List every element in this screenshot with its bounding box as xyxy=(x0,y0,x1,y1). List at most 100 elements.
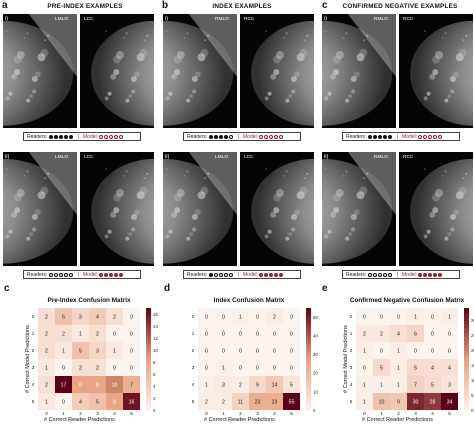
heatmap-cell-value: 0 xyxy=(256,349,259,355)
heatmap-cell-value: 34 xyxy=(447,400,453,406)
view-label: RMLO xyxy=(215,17,229,22)
heatmap-cell xyxy=(232,325,249,342)
heatmap-cell xyxy=(215,308,232,325)
heatmap-cell-value: 0 xyxy=(130,366,133,372)
heatmap-cell-value: 0 xyxy=(273,349,276,355)
reader-dot xyxy=(377,134,382,139)
heatmap-cell-value: 11 xyxy=(238,400,243,406)
model-dot xyxy=(109,272,114,277)
heatmap-cell xyxy=(373,325,390,342)
colorbar-tick: 15 xyxy=(471,363,474,368)
mammogram-image-c-1-1: RCC xyxy=(399,152,473,266)
heatmap-cell xyxy=(123,308,140,325)
model-dot xyxy=(274,272,279,277)
heatmap-cell-value: 0 xyxy=(397,315,400,321)
reader-dot xyxy=(218,272,223,277)
panel-label-b: b xyxy=(162,0,169,11)
heatmap-cell xyxy=(266,342,283,359)
heatmap-cell xyxy=(38,376,55,393)
heatmap-cell-value: 2 xyxy=(45,315,48,321)
heatmap-cell-value: 0 xyxy=(239,332,242,338)
reader-dot xyxy=(48,134,53,139)
readers-label: Readers: xyxy=(187,133,208,140)
reader-dot xyxy=(377,272,382,277)
heatmap-cell xyxy=(407,342,424,359)
colorbar-tick: 0 xyxy=(471,408,474,412)
readers-label: Readers: xyxy=(27,271,48,278)
mammogram-image-a-0-1: LCC xyxy=(80,14,154,128)
heatmap-cell-value: 7 xyxy=(130,383,133,389)
heatmap-cell-value: 5 xyxy=(414,366,417,372)
colorbar-tick: 0 xyxy=(153,408,156,412)
heatmap-cell-value: 0 xyxy=(222,332,225,338)
x-tick-label: 1 xyxy=(62,411,65,416)
reader-dot xyxy=(367,272,372,277)
heatmap-cell xyxy=(72,325,89,342)
heatmap-cell xyxy=(441,393,458,410)
heatmap-cell-value: 2 xyxy=(363,332,366,338)
heatmap-cell-value: 3 xyxy=(222,383,225,389)
colorbar-tick: 20 xyxy=(313,371,318,376)
mammogram-image-a-1-1: LCC xyxy=(80,152,154,266)
heatmap-cell xyxy=(407,376,424,393)
colorbar-tick: 10 xyxy=(153,348,158,353)
model-dot xyxy=(259,134,264,139)
heatmap-cell-value: 0 xyxy=(273,366,276,372)
x-tick-label: 2 xyxy=(239,411,242,416)
model-dot xyxy=(438,272,443,277)
heatmap-cell-value: 30 xyxy=(413,400,419,406)
heatmap-cell xyxy=(441,359,458,376)
model-dot xyxy=(99,272,104,277)
bar-separator: | xyxy=(396,271,398,278)
heatmap-cell xyxy=(106,393,123,410)
heatmap-cell-value: 2 xyxy=(45,332,48,338)
heatmap-cell-value: 9 xyxy=(256,383,259,389)
heatmap-cell xyxy=(356,376,373,393)
heatmap-cell xyxy=(198,359,215,376)
heatmap-cell-value: 1 xyxy=(239,315,242,321)
heatmap-cell xyxy=(89,342,106,359)
heatmap-cell xyxy=(55,376,72,393)
model-dot xyxy=(269,134,274,139)
reader-dot xyxy=(63,134,68,139)
heatmap-cell xyxy=(215,359,232,376)
heatmap-cell xyxy=(249,376,266,393)
model-dot xyxy=(119,134,124,139)
reader-dot xyxy=(223,134,228,139)
heatmap-cell xyxy=(232,359,249,376)
heatmap-cell xyxy=(89,376,106,393)
reader-dot xyxy=(387,134,392,139)
heatmap-cell xyxy=(232,393,249,410)
heatmap-cell-value: 3 xyxy=(448,383,451,389)
heatmap-cell xyxy=(407,325,424,342)
heatmap-cell-value: 5 xyxy=(79,349,82,355)
heatmap-cell-value: 0 xyxy=(256,366,259,372)
view-label: LCC xyxy=(84,155,94,160)
heatmap-cell xyxy=(390,376,407,393)
y-tick-label: 5 xyxy=(191,398,195,404)
heatmap-cell-value: 2 xyxy=(45,383,48,389)
heatmap-cell-value: 0 xyxy=(256,332,259,338)
heatmap-cell xyxy=(424,325,441,342)
x-tick-label: 5 xyxy=(448,411,451,416)
heatmap-cell xyxy=(441,308,458,325)
y-tick-label: 0 xyxy=(191,313,195,319)
readers-model-bar: Readers: | Model: xyxy=(23,132,141,141)
x-tick-label: 0 xyxy=(363,411,366,416)
heatmap-cell-value: 2 xyxy=(62,332,65,338)
heatmap-cell-value: 16 xyxy=(129,400,135,406)
row-label: i) xyxy=(324,16,328,22)
model-label: Model: xyxy=(83,271,99,278)
heatmap-cell-value: 0 xyxy=(205,349,208,355)
reader-dot xyxy=(68,134,73,139)
model-dot xyxy=(264,272,269,277)
heatmap-cell xyxy=(283,393,300,410)
heatmap-cell xyxy=(72,393,89,410)
mammogram-image-b-0-0: RMLO i) xyxy=(163,14,237,128)
readers-model-bar: Readers: | Model: xyxy=(23,270,141,279)
heatmap-cell xyxy=(356,359,373,376)
model-dot xyxy=(264,134,269,139)
mammogram-image-b-1-0: LMLO ii) xyxy=(163,152,237,266)
heatmap-cell xyxy=(424,308,441,325)
model-dot xyxy=(274,134,279,139)
